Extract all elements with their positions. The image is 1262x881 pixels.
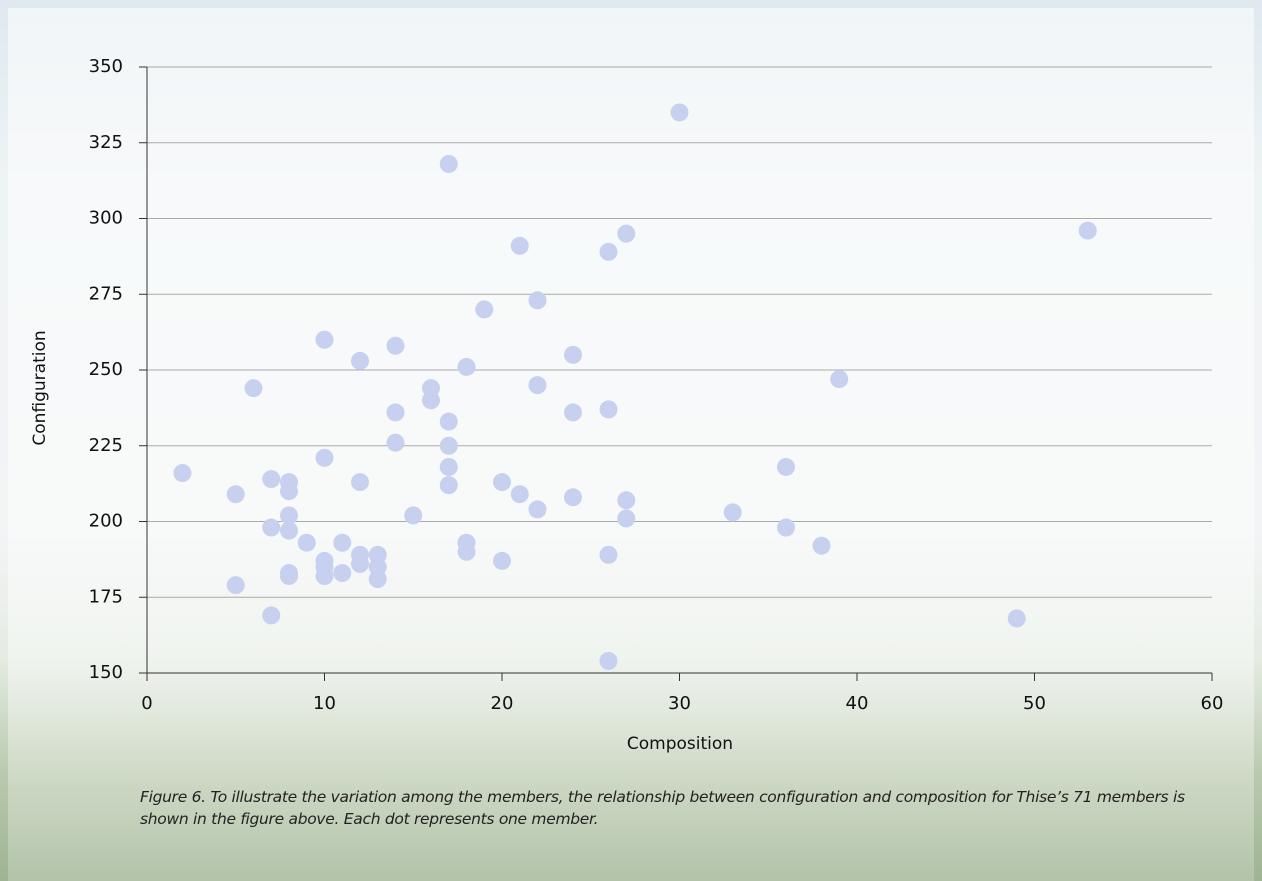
y-tick-label: 225 [89,435,123,456]
point [404,506,422,524]
point [227,576,245,594]
point [1079,222,1097,240]
point [316,567,334,585]
y-tick-label: 175 [89,586,123,607]
point [440,458,458,476]
y-tick-label: 150 [89,662,123,683]
point [493,473,511,491]
page: Composition Configuration 15017520022525… [0,0,1262,881]
x-tick-label: 50 [1023,693,1046,714]
y-tick-label: 250 [89,359,123,380]
point [422,391,440,409]
x-tick-label: 10 [313,693,336,714]
point [298,534,316,552]
x-tick-label: 40 [846,693,869,714]
point [316,449,334,467]
point [280,522,298,540]
point [280,567,298,585]
point [333,534,351,552]
point [351,473,369,491]
point [280,482,298,500]
point [600,400,618,418]
point [617,491,635,509]
point [511,485,529,503]
point [564,403,582,421]
point [813,537,831,555]
point [387,434,405,452]
point [529,376,547,394]
x-tick-label: 20 [491,693,514,714]
y-tick-label: 350 [89,56,123,77]
point [564,488,582,506]
point [830,370,848,388]
point [174,464,192,482]
point [617,225,635,243]
point [600,546,618,564]
point [245,379,263,397]
caption: Figure 6. To illustrate the variation am… [140,786,1235,830]
point [777,458,795,476]
point [529,291,547,309]
point [369,570,387,588]
point [351,352,369,370]
point [351,555,369,573]
point [262,470,280,488]
point [458,358,476,376]
point [617,509,635,527]
x-tick-label: 60 [1201,693,1224,714]
y-tick-label: 275 [89,283,123,304]
point [440,476,458,494]
point [493,552,511,570]
x-tick-label: 30 [668,693,691,714]
point [387,337,405,355]
point [387,403,405,421]
point [262,519,280,537]
point [458,543,476,561]
chart: Composition Configuration 15017520022525… [0,0,1262,881]
point [440,437,458,455]
x-axis-label: Composition [627,734,733,754]
point [564,346,582,364]
point [262,606,280,624]
x-tick-label: 0 [141,693,152,714]
point [671,103,689,121]
point [227,485,245,503]
point [511,237,529,255]
point [600,652,618,670]
point [600,243,618,261]
point [316,331,334,349]
point [724,503,742,521]
point [1008,609,1026,627]
point [475,300,493,318]
y-axis-label: Configuration [30,330,50,445]
point [333,564,351,582]
point [440,155,458,173]
y-tick-label: 325 [89,132,123,153]
point [777,519,795,537]
y-tick-label: 300 [89,208,123,229]
point [529,500,547,518]
y-tick-label: 200 [89,511,123,532]
point [440,413,458,431]
